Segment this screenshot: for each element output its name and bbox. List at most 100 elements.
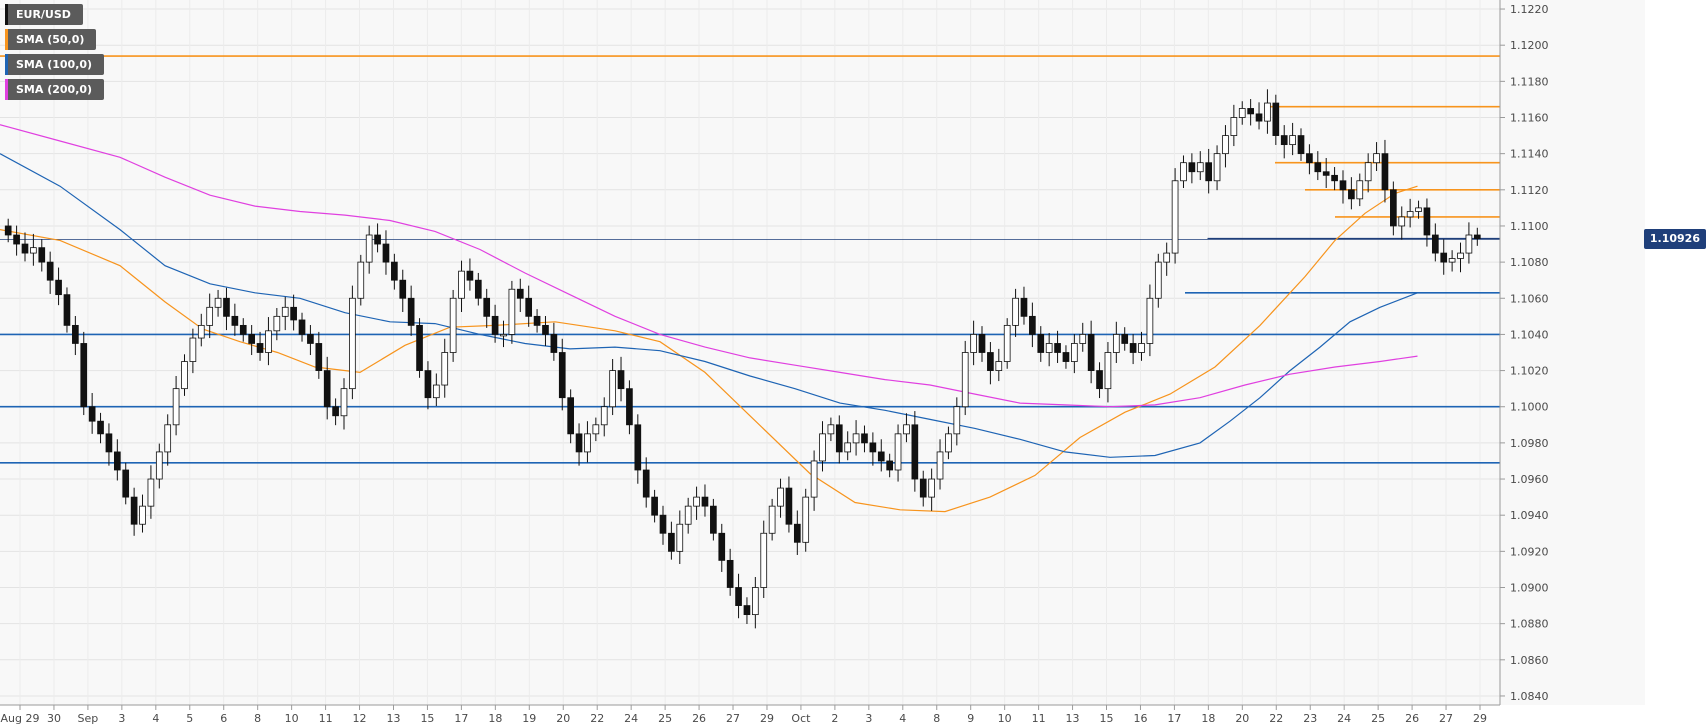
candle-body bbox=[349, 297, 356, 390]
candle-body bbox=[1264, 102, 1271, 122]
candle-body bbox=[1390, 189, 1397, 227]
candle-body bbox=[743, 605, 751, 616]
candle-body bbox=[626, 388, 633, 426]
candle-body bbox=[265, 330, 272, 353]
x-tick-label: 2 bbox=[831, 712, 838, 725]
candle-body bbox=[139, 505, 146, 525]
candle-body bbox=[1054, 343, 1061, 353]
x-tick-label: Oct bbox=[791, 712, 811, 725]
x-tick-label: 24 bbox=[1337, 712, 1351, 725]
x-tick-label: 11 bbox=[1032, 712, 1046, 725]
y-tick-label: 1.1020 bbox=[1510, 365, 1549, 378]
candle-body bbox=[844, 442, 852, 453]
y-tick-label: 1.1080 bbox=[1510, 256, 1549, 269]
candle-body bbox=[1473, 234, 1481, 240]
candle-body bbox=[919, 478, 927, 498]
candle-body bbox=[1163, 252, 1171, 263]
legend-label-eurusd: EUR/USD bbox=[16, 8, 71, 21]
candle-body bbox=[1146, 297, 1154, 344]
candle-body bbox=[357, 261, 365, 299]
x-tick-label: 27 bbox=[726, 712, 740, 725]
candle-body bbox=[1255, 113, 1263, 122]
candle-body bbox=[945, 433, 952, 453]
candle-body bbox=[1138, 343, 1145, 353]
candle-body bbox=[961, 352, 969, 408]
x-tick-label: 17 bbox=[1167, 712, 1181, 725]
x-tick-label: 27 bbox=[1439, 712, 1453, 725]
x-tick-label: 20 bbox=[556, 712, 570, 725]
candle-body bbox=[886, 460, 893, 471]
candle-body bbox=[1222, 135, 1229, 155]
x-tick-label: 13 bbox=[1066, 712, 1080, 725]
candle-body bbox=[1406, 211, 1414, 218]
candle-body bbox=[307, 334, 314, 344]
candle-body bbox=[1314, 162, 1322, 173]
candle-body bbox=[1348, 189, 1355, 200]
candle-body bbox=[718, 532, 726, 561]
legend-item-eurusd[interactable]: EUR/USD bbox=[5, 4, 83, 25]
candle-body bbox=[1196, 162, 1204, 173]
candle-body bbox=[248, 334, 255, 344]
candle-body bbox=[659, 514, 667, 534]
candle-body bbox=[80, 343, 88, 408]
candle-body bbox=[1339, 180, 1347, 191]
legend-item-sma-50[interactable]: SMA (50,0) bbox=[5, 29, 97, 50]
x-tick-label: 4 bbox=[152, 712, 159, 725]
candle-body bbox=[1331, 174, 1338, 182]
candle-body bbox=[777, 487, 784, 507]
candle-body bbox=[239, 324, 247, 335]
candle-body bbox=[928, 478, 935, 498]
plot-area[interactable] bbox=[0, 0, 1645, 705]
y-tick-label: 1.0940 bbox=[1510, 509, 1549, 522]
candle-body bbox=[391, 261, 398, 281]
candle-body bbox=[4, 225, 12, 236]
x-tick-label: 8 bbox=[254, 712, 261, 725]
candlesticks bbox=[4, 89, 1481, 629]
candle-body bbox=[835, 424, 843, 453]
candle-body bbox=[206, 306, 214, 326]
candle-body bbox=[181, 361, 188, 390]
candle-body bbox=[1364, 162, 1372, 182]
candle-body bbox=[995, 361, 1003, 371]
candle-body bbox=[894, 433, 902, 471]
candle-body bbox=[668, 532, 675, 552]
legend-swatch-sma-50 bbox=[5, 29, 8, 50]
candle-body bbox=[768, 505, 776, 534]
legend-item-sma-200[interactable]: SMA (200,0) bbox=[5, 79, 105, 100]
x-tick-label: 30 bbox=[47, 712, 61, 725]
y-tick-label: 1.1160 bbox=[1510, 112, 1549, 125]
x-tick-label: 8 bbox=[933, 712, 940, 725]
candle-body bbox=[21, 243, 29, 254]
candle-body bbox=[197, 324, 205, 339]
candle-body bbox=[365, 234, 373, 263]
x-tick-label: 13 bbox=[386, 712, 400, 725]
candle-body bbox=[72, 324, 79, 344]
candle-body bbox=[256, 343, 264, 353]
x-tick-label: 11 bbox=[319, 712, 333, 725]
x-tick-label: 20 bbox=[1235, 712, 1249, 725]
candle-body bbox=[466, 270, 474, 281]
candle-body bbox=[1448, 258, 1456, 263]
x-tick-label: 6 bbox=[220, 712, 227, 725]
candle-body bbox=[88, 406, 96, 422]
candle-body bbox=[617, 370, 625, 390]
x-tick-label: 15 bbox=[420, 712, 434, 725]
legend-item-sma-100[interactable]: SMA (100,0) bbox=[5, 54, 105, 75]
y-tick-label: 1.0900 bbox=[1510, 582, 1549, 595]
candle-body bbox=[525, 297, 533, 317]
candle-body bbox=[97, 420, 104, 435]
candle-body bbox=[374, 234, 381, 245]
sma-line bbox=[0, 153, 1418, 458]
y-tick-label: 1.1060 bbox=[1510, 292, 1549, 305]
candle-body bbox=[1423, 207, 1431, 236]
x-tick-label: 12 bbox=[353, 712, 367, 725]
candle-body bbox=[1213, 153, 1221, 182]
candle-body bbox=[63, 294, 71, 326]
candle-body bbox=[953, 406, 961, 435]
sma-line bbox=[0, 124, 1418, 408]
candle-body bbox=[30, 247, 37, 254]
y-tick-label: 1.0920 bbox=[1510, 545, 1549, 558]
candle-body bbox=[1297, 135, 1305, 155]
legend-label-sma-200: SMA (200,0) bbox=[16, 83, 93, 96]
